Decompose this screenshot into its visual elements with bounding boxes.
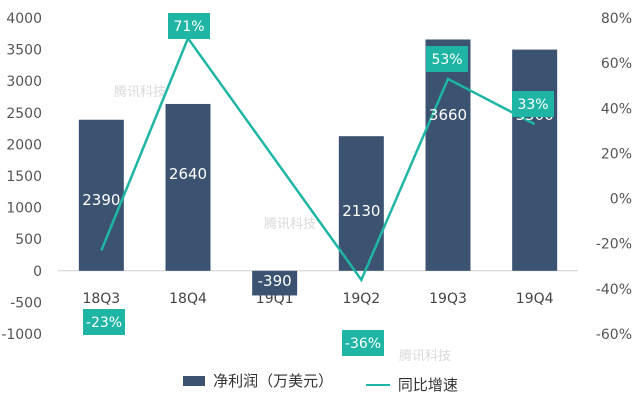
y-left-tick-7: 2500 bbox=[6, 106, 42, 122]
bar-18Q4 bbox=[165, 103, 211, 271]
legend-line-label: 同比增速 bbox=[397, 376, 458, 394]
y-left-tick-1: -500 bbox=[10, 295, 42, 311]
watermark-2: 腾讯科技 bbox=[399, 348, 451, 364]
y-right-tick-1: -40% bbox=[596, 282, 632, 298]
y-left-tick-4: 1000 bbox=[6, 201, 42, 217]
bar-label-18Q3: 2390 bbox=[82, 191, 120, 209]
y-left-tick-2: 0 bbox=[33, 264, 42, 280]
x-tick-19Q3: 19Q3 bbox=[429, 291, 467, 307]
legend: 净利润（万美元） 同比增速 bbox=[0, 370, 641, 395]
growth-line bbox=[100, 35, 536, 283]
legend-item-bar: 净利润（万美元） bbox=[183, 370, 333, 391]
growth-label-box-18Q4 bbox=[168, 13, 210, 39]
x-tick-18Q4: 18Q4 bbox=[169, 291, 207, 307]
y-left-tick-3: 500 bbox=[15, 232, 42, 248]
watermark-0: 腾讯科技 bbox=[114, 84, 166, 100]
legend-line-swatch bbox=[365, 383, 390, 386]
bar-19Q2 bbox=[338, 136, 384, 271]
y-right-tick-0: -60% bbox=[596, 327, 632, 343]
growth-label-box-19Q4 bbox=[512, 91, 554, 117]
x-tick-19Q2: 19Q2 bbox=[342, 291, 380, 307]
y-right-tick-7: 80% bbox=[601, 11, 632, 27]
growth-label-18Q3: -23% bbox=[86, 315, 122, 331]
bar-label-19Q3: 3660 bbox=[429, 106, 467, 124]
y-left-tick-5: 1500 bbox=[6, 169, 42, 185]
bar-label-19Q1: -390 bbox=[258, 272, 292, 290]
y-right-tick-6: 60% bbox=[601, 56, 632, 72]
y-left-tick-6: 2000 bbox=[6, 137, 42, 153]
x-tick-18Q3: 18Q3 bbox=[82, 291, 120, 307]
legend-bar-swatch bbox=[183, 375, 206, 386]
bar-18Q3 bbox=[78, 119, 124, 271]
growth-label-box-19Q3 bbox=[426, 46, 468, 72]
legend-bar-label: 净利润（万美元） bbox=[213, 372, 334, 390]
y-right-tick-3: 0% bbox=[610, 192, 632, 208]
growth-label-box-19Q2 bbox=[342, 330, 384, 356]
growth-label-18Q4: 71% bbox=[173, 19, 204, 35]
y-right-tick-5: 40% bbox=[601, 101, 632, 117]
watermark-1: 腾讯科技 bbox=[264, 216, 316, 232]
growth-label-19Q4: 33% bbox=[517, 97, 548, 113]
y-right-tick-2: -20% bbox=[596, 237, 632, 253]
growth-label-19Q2: -36% bbox=[345, 336, 381, 352]
bar-19Q4 bbox=[512, 49, 558, 271]
legend-item-line: 同比增速 bbox=[365, 374, 458, 395]
y-left-tick-0: -1000 bbox=[1, 327, 42, 343]
y-left-tick-10: 4000 bbox=[6, 11, 42, 27]
y-left-tick-9: 3500 bbox=[6, 43, 42, 59]
x-tick-19Q4: 19Q4 bbox=[516, 291, 554, 307]
bar-19Q1 bbox=[252, 270, 298, 296]
y-right-tick-4: 20% bbox=[601, 146, 632, 162]
bar-label-19Q2: 2130 bbox=[342, 202, 380, 220]
growth-label-box-18Q3 bbox=[83, 309, 125, 335]
growth-label-19Q3: 53% bbox=[431, 52, 462, 68]
bar-19Q3 bbox=[425, 39, 471, 271]
y-left-tick-8: 3000 bbox=[6, 74, 42, 90]
bar-label-18Q4: 2640 bbox=[169, 165, 207, 183]
